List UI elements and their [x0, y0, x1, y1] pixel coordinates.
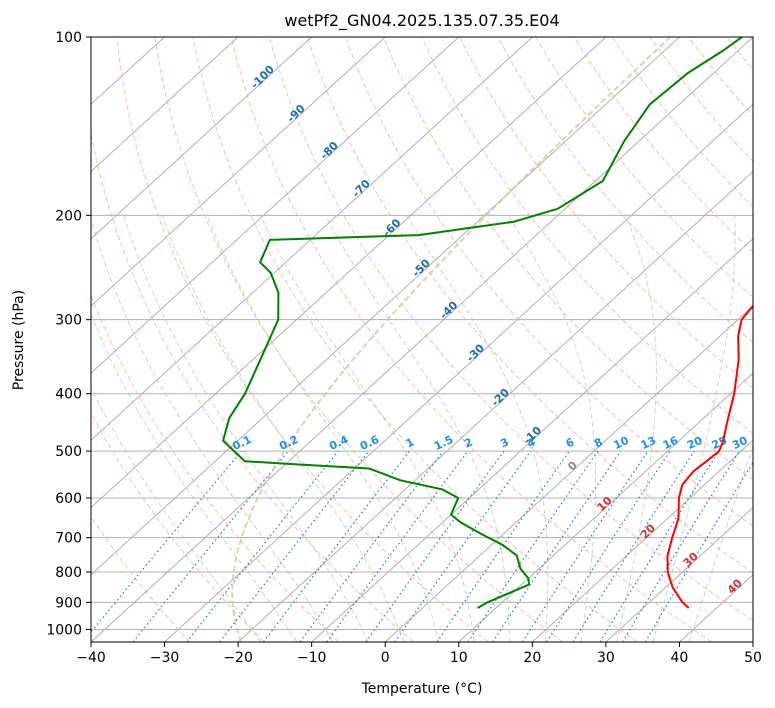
y-tick-label: 1000 [46, 622, 82, 638]
x-tick-label: −30 [150, 650, 180, 666]
y-tick-label: 500 [55, 444, 82, 460]
dry-adiabat [344, 37, 753, 527]
moist-adiabat [507, 215, 597, 642]
x-tick-label: 0 [381, 650, 390, 666]
moist-adiabat [161, 215, 405, 642]
moist-adiabats [91, 215, 753, 642]
x-tick-label: 40 [671, 650, 689, 666]
moist-adiabat [91, 387, 262, 642]
dry-adiabat [91, 293, 340, 642]
dry-adiabat [421, 37, 753, 435]
isotherm-line [91, 37, 460, 374]
isotherm-line [458, 372, 753, 642]
x-tick-label: 50 [744, 650, 762, 666]
moist-adiabat [206, 215, 440, 642]
dry-adiabat [91, 412, 265, 642]
dry-adiabat [230, 37, 713, 642]
mixing-ratio-label: 10 [611, 434, 631, 452]
mixing-ratio-label: 13 [639, 434, 658, 452]
x-tick-label: −20 [223, 650, 253, 666]
moist-adiabat [123, 215, 369, 642]
moist-adiabat [652, 215, 736, 642]
y-tick-label: 900 [55, 595, 82, 611]
moist-adiabat [91, 313, 298, 642]
y-tick-label: 200 [55, 208, 82, 224]
isotherm-line [91, 37, 753, 642]
y-tick-label: 100 [55, 30, 82, 46]
y-tick-label: 800 [55, 565, 82, 581]
dry-adiabat [306, 37, 753, 574]
mixing-ratio-label: 36 [751, 434, 771, 452]
mixing-ratio-line [394, 450, 532, 642]
moist-adiabat [616, 215, 657, 642]
mixing-ratio-line [263, 450, 410, 642]
dry-adiabat [192, 37, 638, 642]
plot-frame [90, 36, 754, 643]
mixing-ratio-line [622, 450, 740, 642]
mixing-ratio-line [572, 450, 695, 642]
mixing-ratio-line [599, 450, 720, 642]
y-tick-label: 300 [55, 313, 82, 329]
moist-adiabat [259, 215, 475, 642]
isotherm-line [91, 37, 607, 509]
x-axis-label: Temperature (°C) [361, 681, 483, 697]
isotherm-line [237, 170, 753, 642]
moist-adiabat [688, 444, 753, 642]
moist-adiabat [91, 217, 334, 642]
profile-series [222, 37, 753, 609]
mixing-ratio-line [467, 450, 599, 642]
dry-adiabat [268, 37, 753, 622]
y-axis-label: Pressure (hPa) [11, 290, 27, 390]
isotherm-line [91, 37, 680, 576]
isotherm-line [531, 439, 753, 642]
isotherm-line [91, 37, 386, 307]
mixing-ratio-label: 30 [730, 434, 750, 452]
isotherm-line [164, 103, 753, 642]
mixing-ratio-line [546, 450, 671, 642]
dry-adiabat [535, 37, 753, 298]
moist-adiabat [406, 215, 549, 642]
mixing-ratio-line [492, 450, 622, 642]
mixing-ratio-line [132, 450, 289, 642]
mixing-ratio-line [436, 450, 570, 642]
mixing-ratio-label: 16 [661, 434, 681, 452]
x-tick-label: 10 [450, 650, 468, 666]
y-tick-label: 400 [55, 387, 82, 403]
dry-adiabat [91, 131, 414, 642]
chart-title: wetPf2_GN04.2025.135.07.35.E04 [284, 11, 559, 31]
x-tick-label: −40 [76, 650, 106, 666]
y-tick-label: 600 [55, 491, 82, 507]
mixing-ratio-lines [91, 450, 753, 642]
mixing-ratio-line [186, 450, 339, 642]
x-tick-label: 30 [597, 650, 615, 666]
isotherm-grid [91, 37, 753, 642]
temperature-profile [666, 304, 753, 609]
dewpoint-profile [222, 37, 743, 609]
plot-area: 0.10.20.40.611.52346810131620253036-100-… [91, 37, 771, 642]
mixing-ratio-line [644, 461, 753, 642]
y-tick-label: 700 [55, 531, 82, 547]
isotherm-line [91, 37, 533, 442]
mixing-ratio-line [521, 450, 649, 642]
mixing-ratio-label: 20 [685, 434, 705, 452]
x-tick-label: −10 [297, 650, 327, 666]
isotherm-line [605, 506, 753, 642]
isotherm-line [91, 37, 313, 240]
isotherm-line [91, 37, 239, 173]
x-axis: −40 −30 −20 −10 0 10 20 30 40 50 [76, 642, 762, 666]
dry-adiabat [497, 37, 753, 344]
dry-adiabats [91, 37, 753, 642]
dry-adiabat [154, 37, 563, 642]
y-axis: 100 200 300 400 500 600 700 800 900 1000 [46, 30, 91, 638]
dry-adiabat [116, 37, 489, 642]
x-tick-label: 20 [523, 650, 541, 666]
